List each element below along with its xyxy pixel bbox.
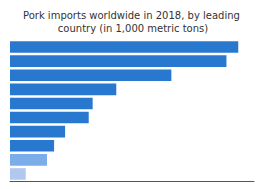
svg-text:Pork imports worldwide in 2018: Pork imports worldwide in 2018, by leadi… <box>23 10 243 21</box>
svg-text:country (in 1,000 metric tons): country (in 1,000 metric tons) <box>58 23 208 34</box>
